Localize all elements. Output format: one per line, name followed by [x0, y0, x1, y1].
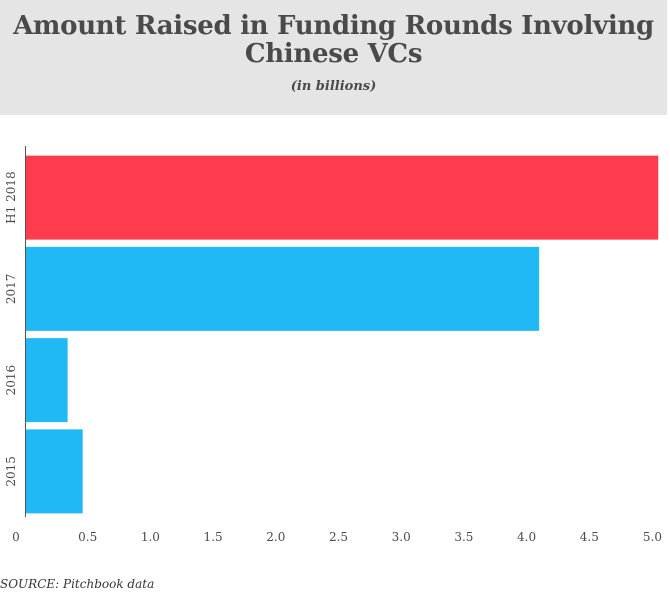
x-tick-label-2: 1.0	[141, 530, 160, 544]
x-tick-label-7: 3.5	[454, 530, 473, 544]
x-tick-label-8: 4.0	[517, 530, 536, 544]
x-tick-label-9: 4.5	[580, 530, 599, 544]
x-tick-label-0: 0	[12, 530, 20, 544]
bar-0	[25, 155, 659, 240]
x-tick-label-5: 2.5	[329, 530, 348, 544]
bar-3	[25, 429, 83, 514]
bar-1	[25, 246, 540, 331]
category-label-3: 2015	[4, 456, 18, 487]
chart-title: Amount Raised in Funding Rounds Involvin…	[0, 12, 667, 68]
bar-chart: H1 2018 2017 2016 2015 0 0.5 1.0 1.5 2.0 2.5 3.0 3.…	[4, 146, 662, 544]
x-tick-label-1: 0.5	[78, 530, 97, 544]
x-tick-label-10: 5.0	[643, 530, 662, 544]
bar-2	[25, 338, 68, 423]
x-tick-label-4: 2.0	[266, 530, 285, 544]
chart-title-line-1: Amount Raised in Funding Rounds Involvin…	[13, 11, 654, 41]
category-label-0: H1 2018	[4, 171, 18, 223]
chart-title-line-2: Chinese VCs	[244, 39, 423, 69]
source-note: SOURCE: Pitchbook data	[0, 577, 155, 591]
category-label-2: 2016	[4, 365, 18, 396]
category-label-1: 2017	[4, 274, 18, 305]
x-tick-label-6: 3.0	[392, 530, 411, 544]
chart-header: Amount Raised in Funding Rounds Involvin…	[0, 0, 667, 115]
chart-subtitle: (in billions)	[290, 79, 377, 94]
x-tick-label-3: 1.5	[204, 530, 223, 544]
